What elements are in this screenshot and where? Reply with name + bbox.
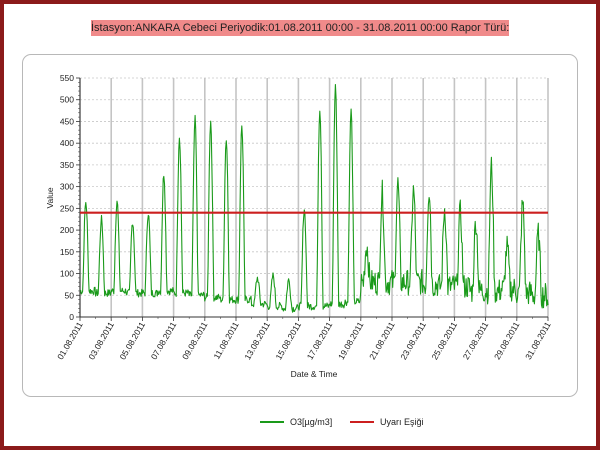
legend-label-o3: O3[µg/m3] <box>290 417 333 427</box>
x-tick-label: 03.08.2011 <box>86 320 116 362</box>
y-tick-label: 450 <box>60 116 74 126</box>
x-tick-label: 19.08.2011 <box>336 320 366 362</box>
y-tick-label: 0 <box>69 312 74 322</box>
y-tick-label: 350 <box>60 160 74 170</box>
x-tick-label: 27.08.2011 <box>461 320 491 362</box>
x-tick-label: 17.08.2011 <box>305 320 335 362</box>
legend-swatch-o3 <box>260 421 284 423</box>
x-tick-label: 07.08.2011 <box>149 320 179 362</box>
y-tick-label: 150 <box>60 247 74 257</box>
x-tick-label: 11.08.2011 <box>211 320 240 361</box>
x-tick-label: 25.08.2011 <box>430 320 460 362</box>
x-tick-label: 21.08.2011 <box>367 320 397 362</box>
x-tick-label: 23.08.2011 <box>398 320 428 362</box>
y-axis-title: Value <box>45 187 55 208</box>
axis-layer <box>76 77 549 321</box>
grid-layer <box>79 77 549 318</box>
y-tick-label: 500 <box>60 95 74 105</box>
x-tick-label: 15.08.2011 <box>274 320 304 362</box>
x-tick-label: 31.08.2011 <box>523 320 553 362</box>
x-tick-label: 05.08.2011 <box>118 320 148 362</box>
y-tick-label: 100 <box>60 269 74 279</box>
y-tick-label: 550 <box>60 73 74 83</box>
report-title-banner: İstasyon:ANKARA Cebeci Periyodik:01.08.2… <box>91 20 509 36</box>
y-tick-label: 250 <box>60 203 74 213</box>
x-tick-label: 29.08.2011 <box>492 320 522 362</box>
x-axis-title: Date & Time <box>291 369 338 379</box>
legend-label-threshold: Uyarı Eşiği <box>380 417 424 427</box>
y-tick-label: 200 <box>60 225 74 235</box>
o3-series-line <box>79 83 549 313</box>
x-tick-label: 01.08.2011 <box>55 320 85 362</box>
x-tick-label: 13.08.2011 <box>242 320 272 362</box>
x-tick-label: 09.08.2011 <box>180 320 210 362</box>
series-layer <box>79 83 549 313</box>
legend-swatch-threshold <box>350 421 374 423</box>
y-tick-label: 300 <box>60 182 74 192</box>
y-tick-label: 400 <box>60 138 74 148</box>
y-tick-label: 50 <box>65 290 75 300</box>
